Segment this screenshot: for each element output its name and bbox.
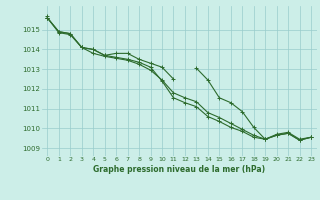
X-axis label: Graphe pression niveau de la mer (hPa): Graphe pression niveau de la mer (hPa) xyxy=(93,165,265,174)
